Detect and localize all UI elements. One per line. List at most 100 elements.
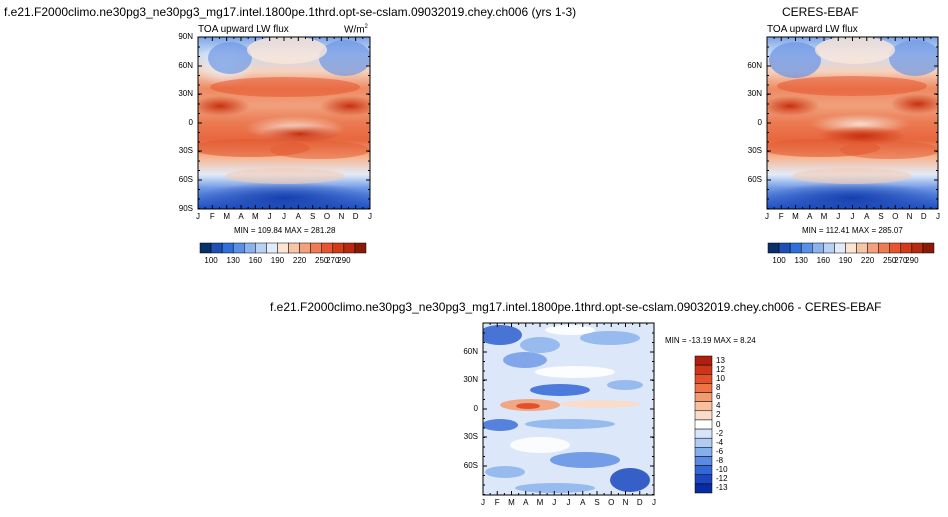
panel3-x-tick-label: S xyxy=(594,498,600,507)
panel1-colorbar-label: 270 xyxy=(326,256,340,265)
panel1-units-prefix: W/m xyxy=(344,24,365,36)
panel2-x-tick-label: S xyxy=(878,212,884,221)
panel3-x-tick-label: A xyxy=(523,498,529,507)
panel1-colorbar-swatch xyxy=(277,242,289,254)
panel1-title: f.e21.F2000climo.ne30pg3_ne30pg3_mg17.in… xyxy=(4,5,577,19)
panel3-y-tick-label: 60S xyxy=(463,461,478,470)
panel1-x-tick-label: O xyxy=(323,212,331,221)
panel3-colorbar-swatch xyxy=(694,465,713,475)
panel2-colorbar-swatch xyxy=(823,242,835,254)
panel1-colorbar-swatch xyxy=(310,242,322,254)
panel1-colorbar-swatch xyxy=(321,242,334,254)
panel2-colorbar-swatch xyxy=(856,242,868,254)
panel2-title: CERES-EBAF xyxy=(782,5,859,19)
panel1-field xyxy=(198,37,370,209)
panel1-x-tick-label: N xyxy=(338,212,345,221)
panel3-colorbar-label: 13 xyxy=(716,355,725,365)
panel3-colorbar-swatch xyxy=(694,456,713,466)
panel1-colorbar-swatch xyxy=(354,242,367,254)
panel1-x-tick-label: A xyxy=(295,212,301,221)
panel2-colorbar-label: 220 xyxy=(860,256,875,265)
panel1-colorbar-swatch xyxy=(288,242,300,254)
panel2-y-tick-label: 30S xyxy=(747,146,762,155)
panel2-x-tick-label: J xyxy=(836,212,841,221)
panel1-variable-label: TOA upward LW flux xyxy=(198,24,289,35)
panel3-colorbar-label: -6 xyxy=(716,446,724,456)
panel2-colorbar-swatch xyxy=(889,242,902,254)
panel3-x-tick-label: D xyxy=(636,498,643,507)
panel1-y-tick-label: 0 xyxy=(188,118,193,127)
panel2-x-tick-label: D xyxy=(920,212,927,221)
panel1-colorbar-label: 220 xyxy=(292,256,307,265)
panel1-colorbar-label: 190 xyxy=(270,256,285,265)
panel3-colorbar-label: 12 xyxy=(716,364,725,374)
panel3-x-tick-label: M xyxy=(536,498,544,507)
panel2-colorbar-swatch xyxy=(789,242,802,254)
panel3-colorbar-swatch xyxy=(694,483,713,494)
panel3-x-tick-label: F xyxy=(494,498,500,507)
panel2-x-tick-label: N xyxy=(906,212,913,221)
panel3-field xyxy=(483,323,654,495)
panel1-colorbar-swatch xyxy=(221,242,234,254)
panel2-x-tick-label: J xyxy=(936,212,940,221)
panel3-colorbar-swatch xyxy=(694,419,713,430)
panel2-colorbar-swatch xyxy=(767,242,780,254)
panel1-colorbar-swatch xyxy=(266,242,278,254)
panel2-x-tick-label: O xyxy=(892,212,899,221)
panel1-x-tick-label: S xyxy=(309,212,316,221)
panel2-colorbar-swatch xyxy=(867,242,879,254)
panel2-field xyxy=(767,37,938,209)
panel3-colorbar-label: -4 xyxy=(716,437,724,447)
panel3-colorbar-swatch xyxy=(694,401,713,412)
panel2-variable-label: TOA upward LW flux xyxy=(767,24,858,35)
panel2-colorbar-label: 270 xyxy=(894,256,908,265)
panel3-x-tick-label: A xyxy=(580,498,586,507)
panel3-y-tick-label: 60N xyxy=(463,347,478,356)
panel1-x-tick-label: J xyxy=(368,212,372,221)
panel2-colorbar-swatch xyxy=(845,242,857,254)
panel3-colorbar-swatch xyxy=(694,392,713,402)
panel2-x-tick-label: M xyxy=(820,212,828,221)
panel3-x-tick-label: J xyxy=(566,498,571,507)
panel2-x-tick-label: A xyxy=(807,212,813,221)
panel1-y-tick-label: 30S xyxy=(178,146,193,155)
panel2-y-tick-label: 60N xyxy=(747,61,762,70)
panel3-x-tick-label: J xyxy=(552,498,557,507)
panel3-x-tick-label: J xyxy=(652,498,656,507)
panel1-x-tick-label: F xyxy=(209,212,215,221)
panel2-x-tick-label: J xyxy=(765,212,769,221)
panel1-x-tick-label: M xyxy=(251,212,259,221)
panel2-y-tick-label: 60S xyxy=(747,175,762,184)
panel1-colorbar-swatch xyxy=(299,242,311,254)
panel3-x-tick-label: M xyxy=(508,498,515,507)
panel3-colorbar-label: -10 xyxy=(716,465,728,475)
panel3-colorbar-label: 0 xyxy=(716,419,721,429)
panel1-colorbar-swatch xyxy=(232,242,245,254)
panel1-colorbar-label: 250 xyxy=(315,256,329,265)
panel2-colorbar-swatch xyxy=(900,242,913,254)
panel1-units-exp: 2 xyxy=(364,24,368,30)
panel1-colorbar-swatch xyxy=(199,242,212,254)
panel1-colorbar-label: 100 xyxy=(204,256,218,265)
panel1-colorbar-label: 160 xyxy=(248,256,262,265)
panel2-colorbar-swatch xyxy=(778,242,791,254)
panel1-colorbar-swatch xyxy=(244,242,256,254)
panel3-colorbar-swatch xyxy=(694,428,713,439)
panel3-x-tick-label: O xyxy=(608,498,615,507)
panel2-colorbar-label: 130 xyxy=(794,256,808,265)
panel3-x-tick-label: J xyxy=(481,498,485,507)
colorbar-layer xyxy=(199,242,935,494)
panel2-x-tick-label: A xyxy=(864,212,870,221)
panel1-colorbar-label: 130 xyxy=(226,256,240,265)
panel3-stats: MIN = -13.19 MAX = 8.24 xyxy=(665,336,756,345)
panel2-colorbar-label: 250 xyxy=(883,256,897,265)
panel2-x-tick-label: F xyxy=(778,212,784,221)
panel1-x-tick-label: J xyxy=(196,212,200,221)
panel3-colorbar-label: 6 xyxy=(716,392,721,402)
panel2-stats: MIN = 112.41 MAX = 285.07 xyxy=(802,226,903,235)
panel2-y-tick-label: 0 xyxy=(757,118,762,127)
panel3-colorbar-label: 10 xyxy=(716,373,725,383)
panel3-y-tick-label: 30N xyxy=(463,375,478,384)
panel2-colorbar-swatch xyxy=(878,242,890,254)
